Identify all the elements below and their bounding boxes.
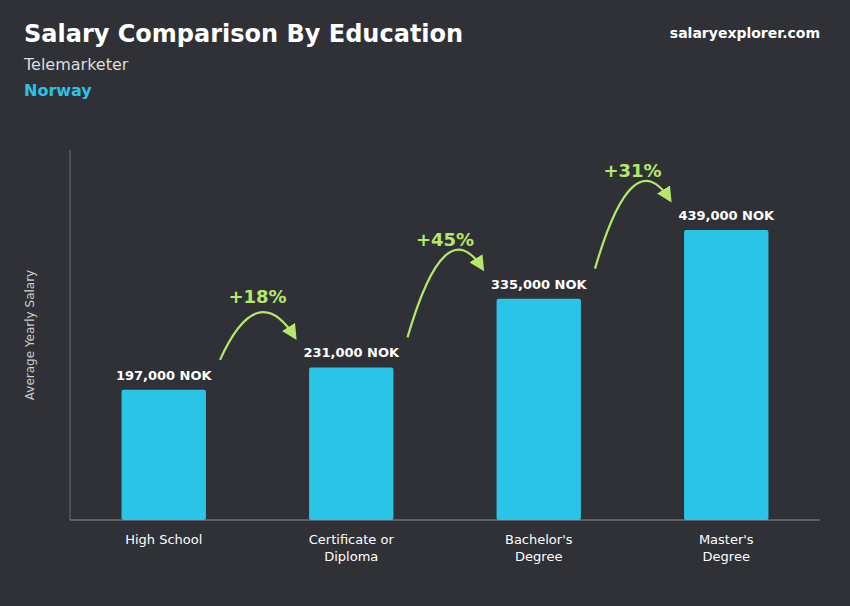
chart: Salary Comparison By Education Telemarket… — [0, 0, 850, 606]
change-arrow — [408, 250, 483, 338]
x-tick-label-line: High School — [125, 532, 202, 547]
title: Salary Comparison By Education — [24, 20, 463, 48]
x-tick-label-line: Master's — [699, 532, 754, 547]
x-tick-label-line: Degree — [703, 549, 750, 564]
bar — [684, 230, 768, 520]
bar — [122, 390, 206, 520]
country: Norway — [24, 81, 92, 100]
x-tick-label-line: Degree — [515, 549, 562, 564]
bar — [497, 299, 581, 520]
background — [0, 0, 850, 606]
x-tick-label-line: Diploma — [324, 549, 378, 564]
x-tick-label: Certificate or Diploma — [309, 532, 395, 564]
x-tick-label-line: Bachelor's — [505, 532, 573, 547]
y-axis-line — [70, 150, 71, 520]
value-label: 231,000 NOK — [303, 345, 400, 360]
subtitle: Telemarketer — [23, 55, 129, 74]
x-tick-label: Master's Degree — [699, 532, 754, 564]
bars — [122, 230, 769, 520]
change-arrow — [595, 181, 670, 269]
x-tick-label: High School — [125, 532, 202, 547]
bar — [309, 367, 393, 520]
value-label: 197,000 NOK — [116, 368, 213, 383]
change-label: +45% — [416, 229, 474, 250]
change-arrow — [220, 312, 295, 360]
x-tick-label-line: Certificate or — [309, 532, 395, 547]
change-label: +31% — [603, 160, 661, 181]
change-label: +18% — [228, 286, 286, 307]
value-label: 439,000 NOK — [678, 208, 775, 223]
brand: salaryexplorer.com — [670, 25, 820, 41]
x-tick-label: Bachelor's Degree — [505, 532, 573, 564]
value-label: 335,000 NOK — [491, 277, 588, 292]
y-axis-label: Average Yearly Salary — [23, 270, 37, 400]
